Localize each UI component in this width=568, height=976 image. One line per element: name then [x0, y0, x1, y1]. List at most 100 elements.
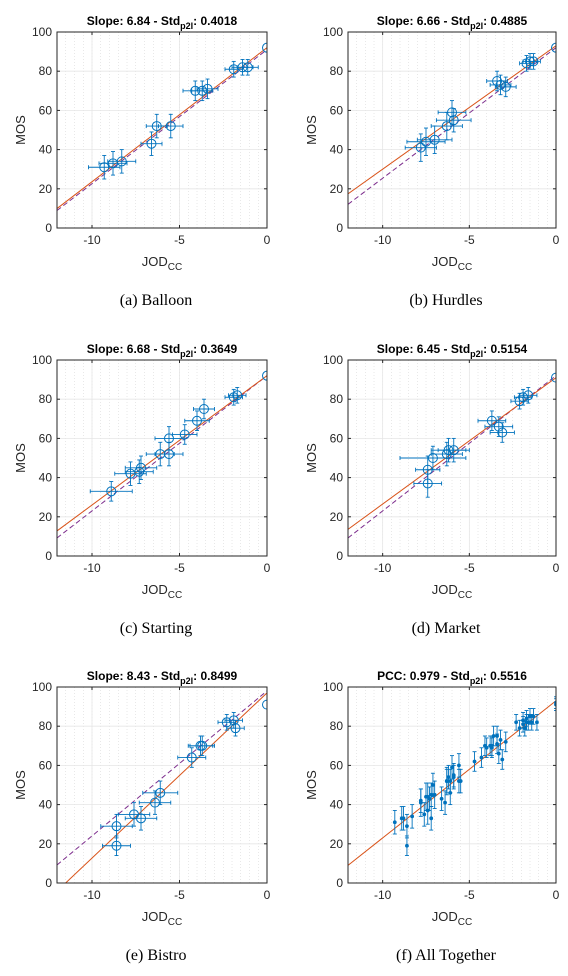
data-point	[456, 753, 461, 778]
y-tick-label: 20	[39, 182, 53, 196]
title-value: : 0.5516	[483, 669, 527, 683]
x-tick-label: 0	[264, 561, 271, 575]
y-axis-label: MOS	[13, 115, 28, 145]
chart-title: PCC: 0.979 - Stdp2l: 0.5516	[377, 669, 527, 686]
x-tick-label: -10	[83, 233, 101, 247]
x-axis-label-main: JOD	[142, 254, 168, 269]
x-tick-label: 0	[553, 233, 560, 247]
y-tick-label: 40	[39, 471, 53, 485]
data-point	[439, 786, 444, 811]
x-tick-label: 0	[264, 888, 271, 902]
data-point	[514, 713, 519, 731]
data-point	[429, 782, 434, 808]
data-point	[228, 386, 247, 404]
panel-4: -10 -5 0 0 20 40 60 80 100 Slope: 8.43 - Stdp2l: …	[13, 669, 271, 964]
data-point	[418, 788, 423, 813]
data-point	[494, 76, 517, 98]
panel-3: -10 -5 0 0 20 40 60 80 100 Slope: 6.45 - Stdp2l: …	[304, 342, 560, 637]
x-axis-label-sub: CC	[458, 590, 472, 601]
point-marker	[444, 779, 449, 783]
data-point	[145, 113, 168, 139]
point-marker	[451, 773, 456, 778]
data-point	[551, 372, 556, 383]
data-point	[444, 766, 449, 796]
point-marker	[448, 779, 453, 783]
point-marker	[484, 745, 489, 750]
title-std: Std	[161, 669, 180, 683]
data-point	[437, 437, 470, 463]
point-marker	[492, 76, 503, 86]
point-marker	[197, 85, 208, 96]
point-marker	[405, 824, 409, 829]
point-marker	[528, 714, 532, 719]
data-point	[526, 53, 541, 70]
point-marker	[496, 751, 501, 756]
x-axis-label: JODCC	[142, 254, 182, 273]
point-marker	[439, 796, 444, 801]
data-point	[124, 455, 158, 481]
title-prefix: PCC: 0.979 -	[377, 669, 450, 683]
data-point	[489, 422, 515, 443]
point-marker	[500, 757, 505, 762]
point-marker	[427, 796, 432, 801]
title-value: : 0.4885	[483, 14, 527, 28]
title-value: : 0.8499	[193, 669, 237, 683]
axes-box	[347, 359, 557, 557]
data-point	[404, 835, 409, 857]
y-tick-label: 60	[39, 431, 53, 445]
axes-box	[347, 686, 557, 884]
title-prefix: Slope: 6.66 -	[377, 14, 451, 28]
point-marker	[262, 370, 267, 381]
data-point	[236, 58, 259, 76]
panel-0: -10 -5 0 0 20 40 60 80 100 Slope: 6.84 - Stdp2l: …	[13, 14, 271, 309]
y-tick-label: 80	[39, 719, 53, 733]
point-marker	[164, 433, 174, 444]
title-value: : 0.3649	[193, 342, 237, 356]
point-marker	[518, 392, 529, 403]
subfigure-caption: (e) Bistro	[126, 947, 187, 964]
plot-content	[57, 370, 267, 539]
data-point	[415, 455, 441, 484]
title-std-sub: p2l	[470, 349, 483, 359]
data-point	[98, 151, 128, 176]
point-marker	[493, 421, 504, 432]
title-prefix: Slope: 8.43 -	[87, 669, 161, 683]
y-tick-label: 40	[330, 798, 344, 812]
x-tick-label: -10	[83, 888, 101, 902]
title-prefix: Slope: 6.84 -	[87, 14, 161, 28]
chart-title: Slope: 8.43 - Stdp2l: 0.8499	[87, 669, 238, 686]
point-marker	[443, 800, 447, 805]
data-point	[484, 737, 489, 759]
title-std: Std	[161, 14, 180, 28]
x-axis-label-sub: CC	[168, 917, 182, 928]
data-point	[531, 708, 536, 725]
point-marker	[199, 404, 209, 414]
point-marker	[111, 821, 122, 832]
y-tick-label: 60	[330, 758, 344, 772]
point-marker	[228, 715, 239, 726]
data-point	[451, 762, 456, 788]
point-marker	[551, 42, 556, 53]
x-tick-label: -5	[174, 233, 185, 247]
point-marker	[422, 812, 427, 817]
data-point	[496, 743, 501, 764]
x-axis-label: JODCC	[432, 582, 472, 601]
point-marker	[179, 429, 190, 440]
plot-content	[348, 42, 556, 205]
point-marker	[116, 156, 127, 167]
chart-title: Slope: 6.84 - Stdp2l: 0.4018	[87, 14, 238, 31]
point-marker	[497, 427, 508, 438]
point-marker	[242, 62, 253, 73]
point-marker	[522, 726, 527, 731]
data-point	[503, 731, 508, 753]
x-tick-label: -10	[374, 561, 392, 575]
point-marker	[431, 783, 435, 787]
y-tick-label: 20	[330, 510, 344, 524]
panel-1: -10 -5 0 0 20 40 60 80 100 Slope: 6.66 - Stdp2l: …	[304, 14, 560, 309]
x-tick-label: -5	[174, 561, 185, 575]
y-tick-label: 100	[32, 680, 52, 694]
x-axis-label-main: JOD	[432, 582, 458, 597]
chart-title: Slope: 6.66 - Stdp2l: 0.4885	[377, 14, 528, 31]
point-marker	[535, 720, 539, 725]
